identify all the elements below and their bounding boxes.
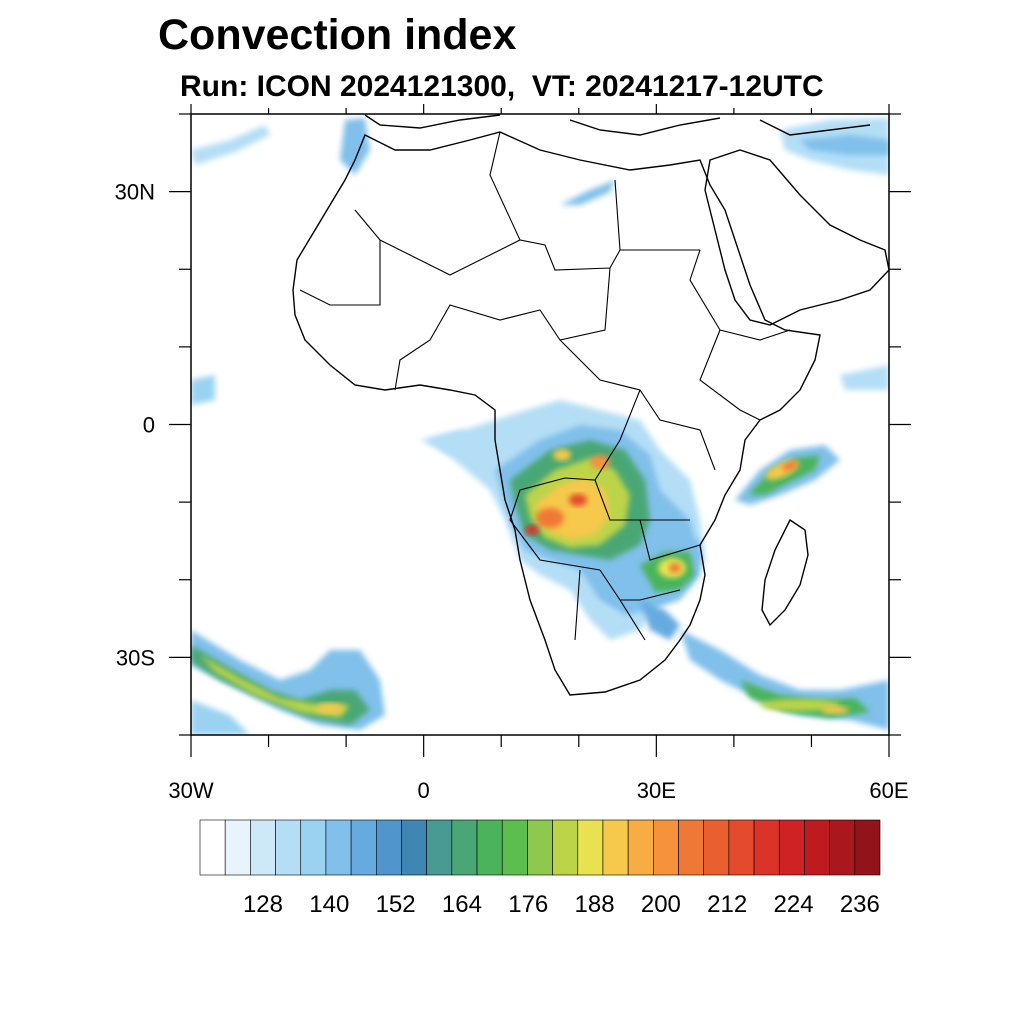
country-borders <box>299 131 791 641</box>
lon-tick-label: 30E <box>637 778 676 803</box>
southern-atlantic-band <box>191 630 385 735</box>
lon-tick-label: 0 <box>418 778 430 803</box>
colorbar-swatch <box>829 819 856 876</box>
colorbar-swatch <box>602 819 629 876</box>
colorbar-swatch <box>199 819 226 876</box>
colorbar-swatch <box>501 819 528 876</box>
madagascar-northeast-band <box>735 445 840 505</box>
colorbar-swatch <box>552 819 579 876</box>
colorbar-label: 152 <box>376 891 416 918</box>
mediterranean-north-coast <box>364 114 871 136</box>
colorbar-label: 164 <box>442 891 482 918</box>
colorbar-swatch <box>401 819 427 876</box>
chart-title: Convection index <box>158 11 517 59</box>
colorbar-swatch <box>426 819 453 876</box>
colorbar-label: 176 <box>508 891 548 918</box>
colorbar-swatch <box>653 819 679 876</box>
lat-tick-label: 30N <box>115 180 155 205</box>
colorbar-swatch <box>250 819 276 876</box>
colorbar-swatch <box>325 819 352 876</box>
colorbar-swatch <box>703 819 730 876</box>
axis-labels: 30W 0 30E 60E 30N 0 30S <box>115 180 909 803</box>
colorbar-swatch <box>300 819 327 876</box>
lon-tick-label: 60E <box>869 778 908 803</box>
colorbar-label: 224 <box>774 891 814 918</box>
colorbar-swatch <box>627 819 654 876</box>
chart-subtitle: Run: ICON 2024121300, VT: 20241217-12UTC <box>180 70 824 103</box>
colorbar-swatch <box>275 819 302 876</box>
lat-tick-label: 30S <box>116 645 155 670</box>
colorbar-label: 140 <box>309 891 349 918</box>
axis-ticks <box>169 104 911 757</box>
colorbar-label: 188 <box>575 891 615 918</box>
colorbar-labels: 128 140 152 164 176 188 200 212 224 236 <box>243 891 880 918</box>
africa-coastline <box>292 131 821 696</box>
madagascar-coastline <box>761 518 809 627</box>
colorbar-swatch <box>753 819 780 876</box>
colorbar-label: 128 <box>243 891 283 918</box>
indian-ocean-southern-band <box>680 630 889 730</box>
mozambique-convection <box>600 540 700 640</box>
colorbar-swatch <box>804 819 830 876</box>
lat-tick-label: 0 <box>143 413 155 438</box>
colorbar-label: 212 <box>707 891 747 918</box>
colorbar-swatch <box>778 819 805 876</box>
colorbar <box>199 819 881 876</box>
colorbar-swatch <box>375 819 402 876</box>
colorbar-swatch <box>350 819 377 876</box>
colorbar-label: 200 <box>641 891 681 918</box>
colorbar-swatch <box>577 819 604 876</box>
colorbar-swatch <box>854 819 881 876</box>
colorbar-swatch <box>451 819 478 876</box>
colorbar-swatch <box>224 819 251 876</box>
lon-tick-label: 30W <box>168 778 213 803</box>
colorbar-swatch <box>678 819 705 876</box>
arabia-coastline <box>704 149 889 326</box>
colorbar-swatch <box>728 819 755 876</box>
colorbar-label: 236 <box>840 891 880 918</box>
red-sea-arabia-band <box>191 118 889 455</box>
colorbar-swatch <box>476 819 503 876</box>
coastlines-borders <box>292 114 889 696</box>
colorbar-swatch <box>527 819 553 876</box>
